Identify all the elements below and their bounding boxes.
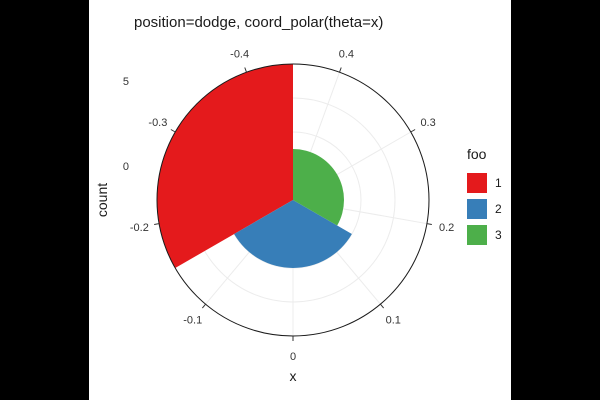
- theta-tick-6: [410, 129, 416, 133]
- wedge-3: [293, 149, 345, 226]
- legend-label-2: 2: [495, 202, 502, 216]
- plot-panel: position=dodge, coord_polar(theta=x) 0 -0…: [89, 0, 511, 400]
- theta-tick-label-7: 0.2: [439, 222, 454, 234]
- theta-tick-label-6: 0.3: [420, 117, 435, 129]
- theta-tick-label-5: 0.4: [339, 48, 354, 60]
- r-tick-label-1: 5: [123, 76, 129, 88]
- theta-tick-8: [380, 303, 385, 309]
- theta-tick-1: [201, 303, 206, 309]
- theta-tick-4: [244, 67, 247, 73]
- theta-tick-3: [170, 129, 176, 133]
- legend-label-1: 1: [495, 176, 502, 190]
- legend-item-1: 1: [467, 170, 502, 196]
- theta-tick-2: [154, 223, 160, 225]
- legend-swatch-1: [467, 173, 487, 193]
- theta-tick-label-4: -0.4: [230, 48, 249, 60]
- y-axis-label: count: [94, 183, 110, 217]
- theta-tick-label-3: -0.3: [148, 117, 167, 129]
- theta-tick-label-1: -0.1: [183, 315, 202, 327]
- legend-title: foo: [467, 146, 487, 162]
- theta-tick-label-8: 0.1: [386, 315, 401, 327]
- legend-swatch-2: [467, 199, 487, 219]
- theta-tick-5: [339, 67, 342, 73]
- x-axis-label: x: [290, 368, 297, 384]
- legend-label-3: 3: [495, 228, 502, 242]
- legend-item-3: 3: [467, 222, 502, 248]
- legend-item-2: 2: [467, 196, 502, 222]
- theta-tick-7: [426, 223, 432, 225]
- theta-tick-label-0: 0: [290, 351, 296, 363]
- legend-swatch-3: [467, 225, 487, 245]
- polar-chart: 0 -0.1 -0.2 -0.3 -0.4 0.4 0.3 0.2 0.1 0 5 x count: [94, 48, 454, 384]
- wedge-1: [157, 64, 293, 268]
- theta-tick-label-2: -0.2: [130, 222, 149, 234]
- r-tick-label-0: 0: [123, 161, 129, 173]
- chart-title: position=dodge, coord_polar(theta=x): [134, 14, 384, 31]
- legend: foo 1 2 3: [467, 146, 502, 248]
